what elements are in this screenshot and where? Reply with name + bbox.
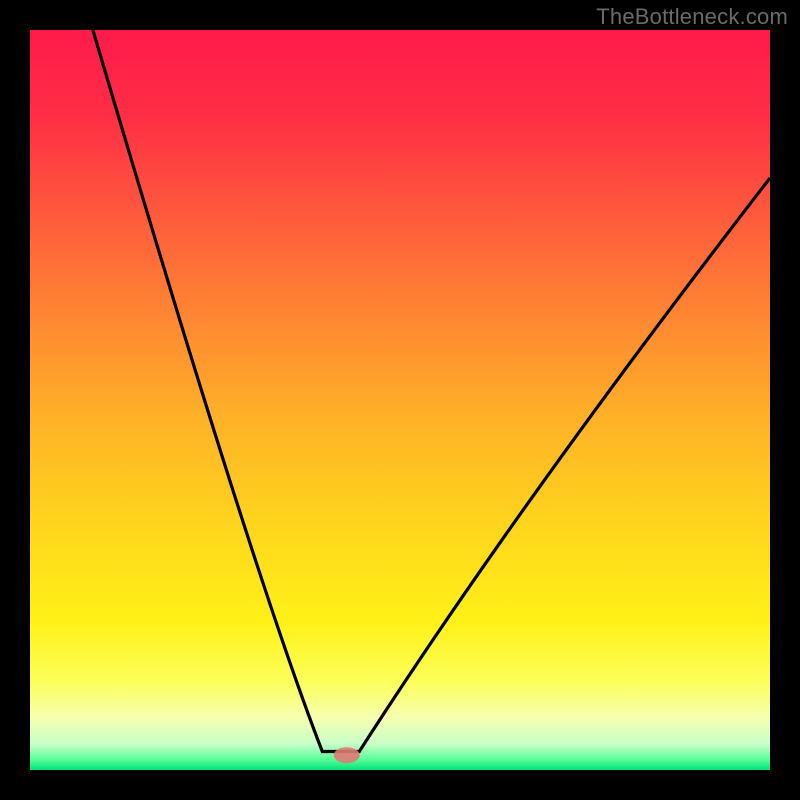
bottleneck-chart-svg bbox=[0, 0, 800, 800]
chart-container: TheBottleneck.com bbox=[0, 0, 800, 800]
watermark-text: TheBottleneck.com bbox=[596, 4, 788, 30]
plot-area bbox=[30, 30, 770, 770]
optimum-marker bbox=[334, 747, 360, 763]
